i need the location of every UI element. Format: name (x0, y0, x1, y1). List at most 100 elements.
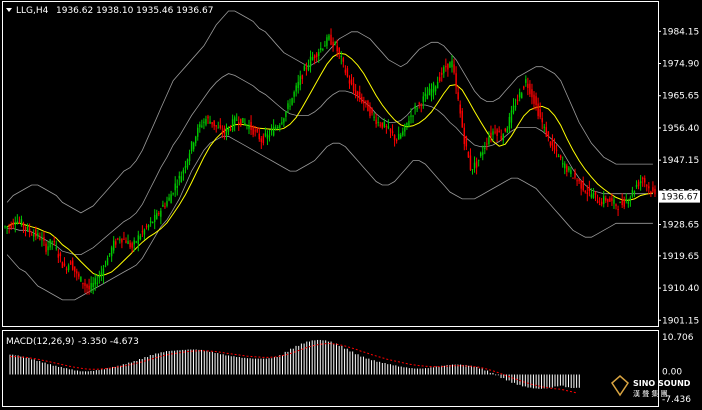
candle-body (516, 99, 519, 101)
candle-body (180, 176, 183, 183)
candle-body (375, 119, 377, 124)
candle-body (123, 238, 125, 240)
candle-body (502, 134, 504, 141)
upper-band-line (6, 10, 653, 214)
candle-body (137, 235, 140, 244)
candle-body (162, 204, 164, 207)
macd-values: -3.350 -4.673 (78, 337, 139, 347)
candle-body (324, 45, 326, 47)
macd-label: MACD(12,26,9) (6, 337, 74, 347)
candle-body (461, 110, 463, 128)
candle-body (354, 90, 357, 97)
candle-body (313, 55, 316, 59)
main-chart-frame (2, 1, 659, 327)
candle-body (10, 225, 12, 229)
candle-body (153, 214, 156, 223)
candle-body (47, 246, 49, 251)
candle-body (352, 83, 355, 91)
ma-line (6, 52, 653, 277)
candle-body (188, 153, 191, 162)
symbol-header: LLG,H4 1936.62 1938.10 1935.46 1936.67 (6, 6, 213, 16)
candle-body (227, 127, 230, 132)
candle-body (139, 236, 142, 240)
candle-body (381, 122, 384, 128)
candle-body (387, 126, 390, 129)
logo-subtext: 漢 聲 集 團 (633, 389, 668, 398)
candle-body (86, 284, 88, 288)
candle-body (338, 47, 340, 54)
candle-body (160, 210, 162, 217)
candle-body (307, 65, 310, 71)
candle-body (572, 177, 574, 179)
candle-body (274, 127, 277, 130)
candle-body (430, 89, 433, 97)
candle-body (45, 243, 47, 252)
candle-body (447, 63, 449, 70)
candle-body (420, 105, 422, 107)
candle-body (607, 199, 609, 202)
candle-body (605, 198, 607, 201)
candle-body (295, 85, 297, 92)
candle-body (242, 118, 244, 123)
candle-body (229, 129, 232, 131)
candle-body (348, 80, 351, 84)
bollinger-bands (6, 10, 653, 301)
candle-body (53, 241, 55, 243)
candle-body (88, 285, 90, 290)
candle-body (8, 226, 10, 228)
candle-body (510, 110, 513, 123)
candle-body (424, 93, 427, 97)
candle-body (80, 276, 82, 282)
candle-body (367, 100, 369, 112)
candle-body (432, 83, 435, 93)
price-tick-label: 1901.15 (662, 316, 699, 326)
candle-body (359, 91, 361, 99)
candle-body (4, 226, 6, 228)
candle-body (260, 138, 263, 142)
candle-body (600, 201, 603, 205)
candle-body (57, 254, 60, 258)
candle-body (590, 194, 593, 198)
candle-body (436, 81, 439, 89)
candle-body (377, 121, 379, 123)
candle-body (477, 159, 480, 161)
candle-body (443, 67, 445, 74)
candle-body (55, 247, 58, 249)
candle-body (416, 108, 418, 110)
price-tick-label: 1956.40 (662, 124, 699, 134)
candle-body (486, 143, 488, 145)
candle-body (500, 135, 502, 140)
candle-body (231, 119, 234, 131)
candle-body (639, 181, 642, 184)
candle-body (67, 265, 70, 271)
candle-body (199, 124, 201, 128)
candle-body (14, 223, 16, 225)
candle-body (104, 265, 107, 267)
candle-body (484, 147, 486, 150)
candle-body (525, 79, 527, 83)
logo-text: SINO SOUND (633, 379, 691, 388)
candle-body (190, 141, 193, 152)
dropdown-triangle-icon[interactable] (6, 8, 12, 12)
candle-body (287, 103, 289, 109)
candle-body (186, 159, 189, 168)
candle-body (266, 134, 269, 139)
candle-body (246, 124, 248, 126)
candle-body (172, 193, 174, 195)
macd-histogram (9, 339, 580, 389)
candle-body (24, 226, 27, 230)
candle-body (629, 197, 632, 200)
candle-body (320, 47, 322, 50)
candle-body (76, 271, 78, 274)
candle-body (102, 268, 105, 276)
candle-body (98, 276, 101, 278)
candle-body (609, 198, 611, 202)
candle-body (252, 126, 254, 135)
candle-body (410, 115, 412, 117)
candle-body (115, 241, 117, 245)
candle-body (143, 229, 146, 235)
macd-tick-label: 10.706 (662, 333, 694, 343)
candle-body (547, 131, 550, 137)
candle-body (473, 162, 476, 169)
candle-body (598, 204, 601, 206)
